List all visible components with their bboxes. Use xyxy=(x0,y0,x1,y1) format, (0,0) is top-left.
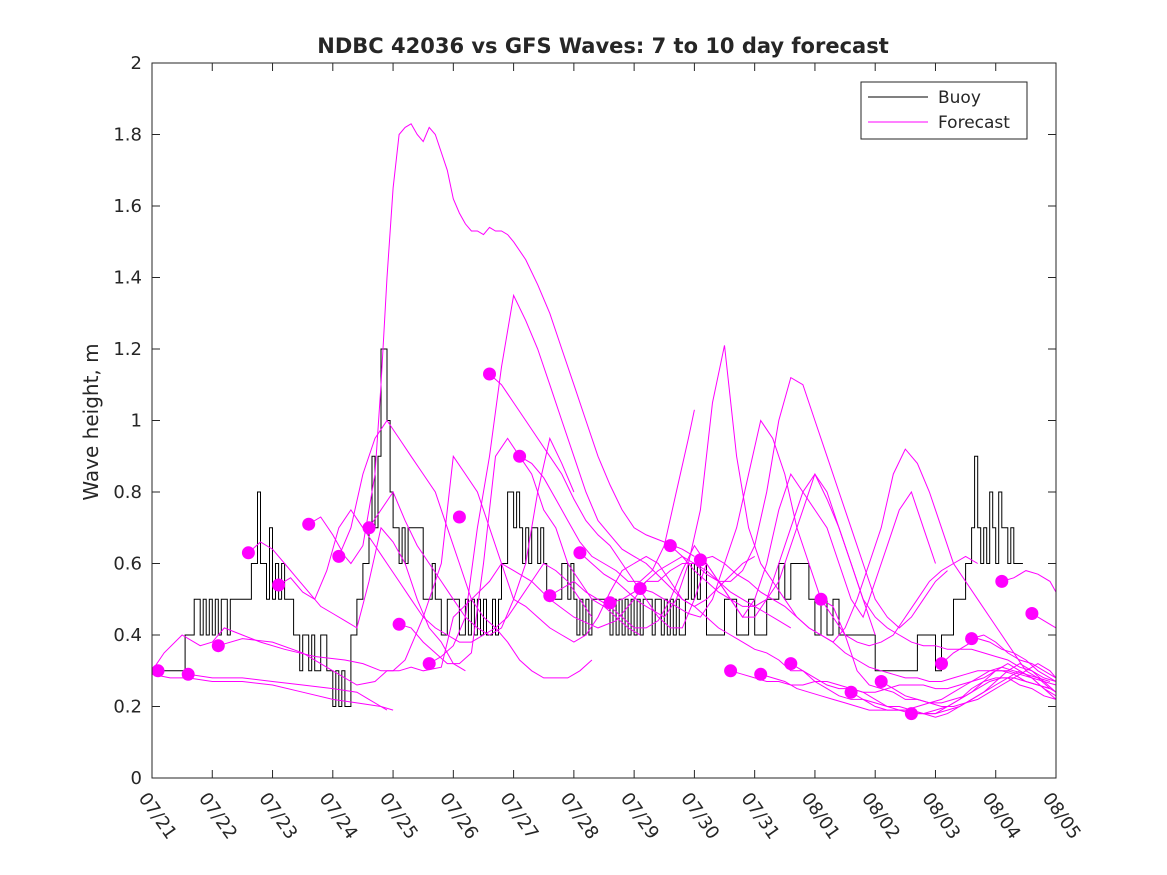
y-tick-label: 0.6 xyxy=(113,554,142,575)
forecast-start-marker xyxy=(814,592,828,606)
forecast-line-8 xyxy=(338,419,593,679)
forecast-start-marker xyxy=(633,582,647,595)
forecast-line-13 xyxy=(519,409,695,582)
forecast-start-marker xyxy=(754,667,768,681)
forecast-line-19 xyxy=(700,555,1051,682)
forecast-start-marker xyxy=(181,667,195,681)
forecast-start-marker xyxy=(392,617,406,631)
forecast-line-6 xyxy=(278,509,593,643)
forecast-line-29 xyxy=(1001,570,1057,593)
forecast-line-9 xyxy=(368,436,575,636)
forecast-start-marker xyxy=(513,449,527,463)
forecast-start-marker xyxy=(362,521,376,535)
forecast-start-marker xyxy=(663,539,677,553)
forecast-start-marker xyxy=(995,574,1009,588)
forecast-line-12 xyxy=(489,373,876,636)
forecast-markers xyxy=(151,367,1039,721)
forecast-line-23 xyxy=(820,598,1057,707)
forecast-line-3 xyxy=(188,673,388,711)
forecast-line-5 xyxy=(248,526,466,672)
legend-box xyxy=(860,81,1028,140)
forecast-line-26 xyxy=(911,663,1057,715)
y-axis-ticks: 0 0.2 0.4 0.6 0.8 1 1.2 1.4 1.6 1.8 2 xyxy=(113,53,1056,789)
forecast-start-marker xyxy=(844,685,858,699)
forecast-line-14 xyxy=(549,472,936,629)
forecast-line-24 xyxy=(850,663,1057,715)
y-tick-label: 1.4 xyxy=(113,268,142,289)
forecast-start-marker xyxy=(693,553,707,567)
y-tick-label: 2 xyxy=(131,53,142,74)
forecast-start-marker xyxy=(1025,607,1039,620)
legend: Buoy Forecast xyxy=(860,81,1028,140)
y-tick-label: 0.4 xyxy=(113,625,142,646)
forecast-line-4 xyxy=(218,555,792,686)
forecast-start-marker xyxy=(483,367,496,381)
forecast-start-marker xyxy=(965,632,979,646)
forecast-start-marker xyxy=(573,546,587,560)
forecast-start-marker xyxy=(241,546,255,560)
forecast-start-marker xyxy=(904,707,918,721)
forecast-start-marker xyxy=(603,596,617,610)
y-tick-label: 0.8 xyxy=(113,482,142,503)
forecast-start-marker xyxy=(724,664,738,678)
y-tick-label: 1.2 xyxy=(113,339,142,360)
forecast-start-marker xyxy=(211,639,225,653)
y-axis-label: Wave height, m xyxy=(79,343,103,500)
forecast-start-marker xyxy=(452,510,466,524)
y-tick-label: 0.2 xyxy=(113,697,142,718)
forecast-line-27 xyxy=(941,638,1057,682)
chart-title: NDBC 42036 vs GFS Waves: 7 to 10 day for… xyxy=(317,34,888,58)
forecast-start-marker xyxy=(272,578,286,592)
plot-area xyxy=(151,123,1057,721)
y-tick-label: 1.6 xyxy=(113,196,142,217)
y-tick-label: 0 xyxy=(131,768,142,789)
forecast-line-2 xyxy=(151,673,394,711)
forecast-start-marker xyxy=(874,675,888,688)
forecast-line-28 xyxy=(971,634,1057,679)
forecast-line-7 xyxy=(308,123,695,565)
forecast-line-16 xyxy=(609,376,948,629)
forecast-start-marker xyxy=(784,657,798,671)
y-tick-label: 1 xyxy=(131,411,142,432)
forecast-start-marker xyxy=(543,589,557,603)
forecast-line-17 xyxy=(640,419,978,647)
forecast-start-marker xyxy=(332,549,346,563)
legend-forecast-label: Forecast xyxy=(938,113,1010,133)
forecast-start-marker xyxy=(935,657,948,671)
forecast-start-marker xyxy=(422,657,436,671)
legend-buoy-label: Buoy xyxy=(938,88,981,108)
forecast-start-marker xyxy=(151,664,165,678)
forecast-line-18 xyxy=(669,472,1057,682)
forecast-start-marker xyxy=(302,517,316,531)
y-tick-label: 1.8 xyxy=(113,125,142,146)
